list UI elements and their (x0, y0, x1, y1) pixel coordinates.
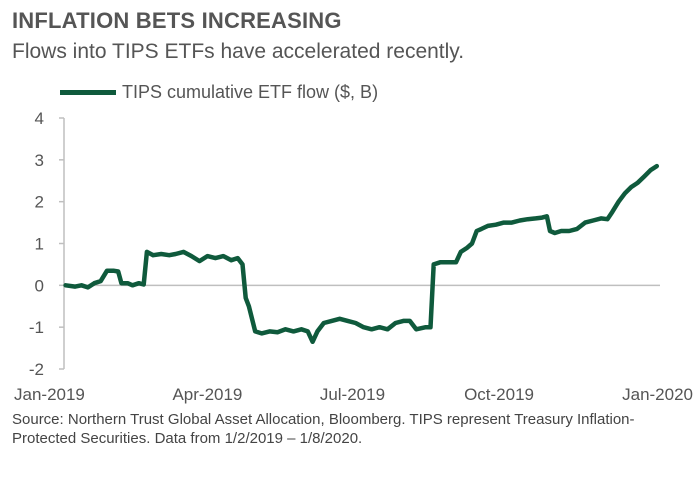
x-tick-label: Jan-2019 (14, 385, 85, 404)
x-tick-label: Oct-2019 (464, 385, 534, 404)
y-axis: -2 -1 0 1 2 3 4 (29, 109, 65, 379)
series-line (63, 163, 660, 345)
y-tick-label: -2 (29, 360, 44, 379)
source-note: Source: Northern Trust Global Asset Allo… (12, 411, 635, 447)
x-tick-label: Apr-2019 (172, 385, 242, 404)
legend-swatch (60, 90, 116, 95)
y-tick-label: 0 (35, 276, 44, 295)
chart-subtitle: Flows into TIPS ETFs have accelerated re… (12, 40, 465, 63)
y-tick-label: 1 (35, 235, 44, 254)
legend: TIPS cumulative ETF flow ($, B) (60, 82, 378, 103)
x-tick-label: Jul-2019 (320, 385, 385, 404)
legend-label: TIPS cumulative ETF flow ($, B) (122, 82, 379, 102)
series-group (63, 163, 660, 345)
chart-title: INFLATION BETS INCREASING (12, 8, 342, 33)
y-tick-label: 2 (35, 193, 44, 212)
y-tick-label: 3 (35, 151, 44, 170)
y-tick-label: 4 (35, 109, 44, 128)
y-tick-label: -1 (29, 318, 44, 337)
x-axis: Jan-2019 Apr-2019 Jul-2019 Oct-2019 Jan-2020 (14, 284, 693, 404)
x-tick-label: Jan-2020 (622, 385, 693, 404)
